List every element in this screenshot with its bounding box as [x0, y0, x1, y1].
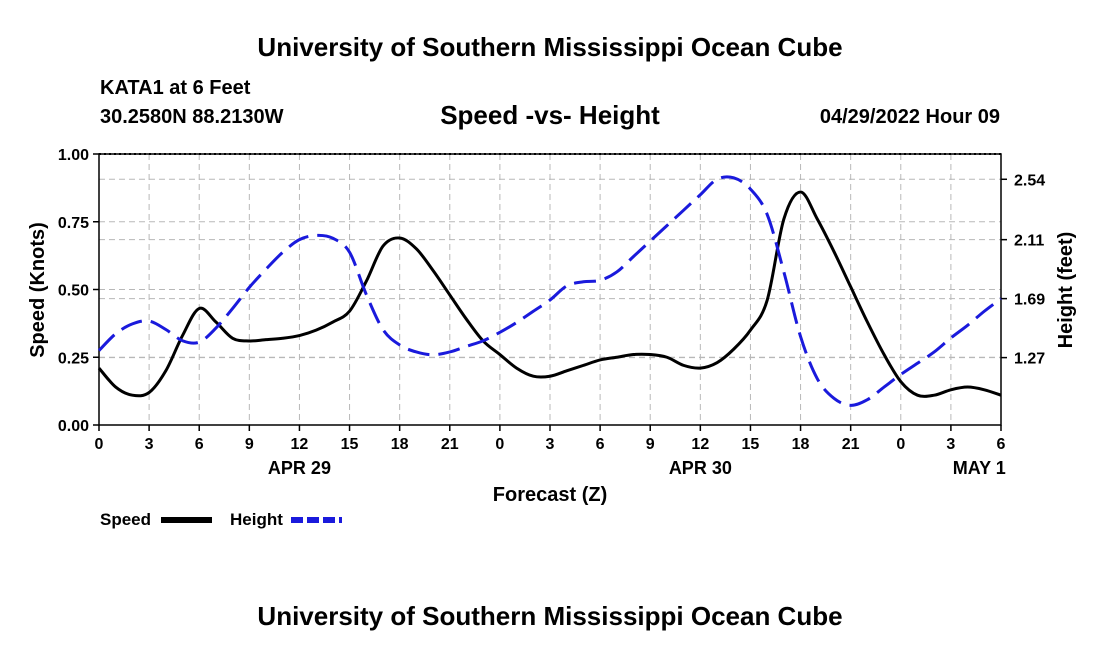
- legend-label-height: Height: [230, 510, 283, 529]
- series-line-height: [97, 175, 1002, 407]
- y2-axis-label: Height (feet): [1055, 232, 1077, 349]
- y2-tick-label: 2.54: [1014, 172, 1045, 189]
- x-tick-label: 15: [341, 436, 359, 453]
- legend-label-speed: Speed: [100, 510, 151, 529]
- y2-tick-label: 2.11: [1014, 233, 1044, 250]
- y-tick-label: 1.00: [58, 147, 89, 164]
- footer-title: University of Southern Mississippi Ocean…: [257, 601, 843, 631]
- x-tick-label: 0: [495, 436, 504, 453]
- header-title: University of Southern Mississippi Ocean…: [257, 32, 843, 62]
- series-line-speed: [97, 190, 1002, 398]
- x-tick-label: 6: [997, 436, 1006, 453]
- x-tick-label: 21: [842, 436, 860, 453]
- x-tick-label: 15: [742, 436, 760, 453]
- x-tick-label: 3: [145, 436, 154, 453]
- y2-tick-label: 1.27: [1014, 351, 1045, 368]
- x-tick-label: 18: [792, 436, 810, 453]
- axis-labels: 0 3 6 9 12 15 18 21 0 3 6 9 12 15 18 21 0 3 6 APR 29 APR 30 M…: [58, 147, 1045, 478]
- chart-title: Speed -vs- Height: [440, 100, 660, 130]
- x-date-label: MAY 1: [953, 458, 1006, 478]
- x-tick-label: 3: [946, 436, 955, 453]
- y-tick-label: 0.75: [58, 215, 89, 232]
- x-tick-label: 0: [896, 436, 905, 453]
- x-date-label: APR 29: [268, 458, 331, 478]
- station-name: KATA1 at 6 Feet: [100, 77, 251, 99]
- x-tick-label: 9: [245, 436, 254, 453]
- x-tick-label: 9: [646, 436, 655, 453]
- x-tick-label: 6: [596, 436, 605, 453]
- series: [97, 175, 1002, 407]
- y2-tick-label: 1.69: [1014, 292, 1045, 309]
- x-tick-label: 3: [546, 436, 555, 453]
- y-axis-label: Speed (Knots): [27, 222, 49, 358]
- axis-ticks: [93, 153, 1007, 431]
- x-tick-label: 12: [691, 436, 709, 453]
- legend: Speed Height: [100, 510, 342, 529]
- station-coordinates: 30.2580N 88.2130W: [100, 106, 284, 128]
- y-tick-label: 0.50: [58, 283, 89, 300]
- x-tick-label: 6: [195, 436, 204, 453]
- y-tick-label: 0.00: [58, 418, 89, 435]
- grid: [99, 154, 1001, 425]
- x-date-label: APR 30: [669, 458, 732, 478]
- x-tick-label: 0: [95, 436, 104, 453]
- x-axis-label: Forecast (Z): [493, 484, 607, 506]
- x-tick-label: 12: [291, 436, 309, 453]
- y-tick-label: 0.25: [58, 350, 89, 367]
- x-tick-label: 18: [391, 436, 409, 453]
- forecast-datetime: 04/29/2022 Hour 09: [819, 106, 1000, 128]
- x-tick-label: 21: [441, 436, 459, 453]
